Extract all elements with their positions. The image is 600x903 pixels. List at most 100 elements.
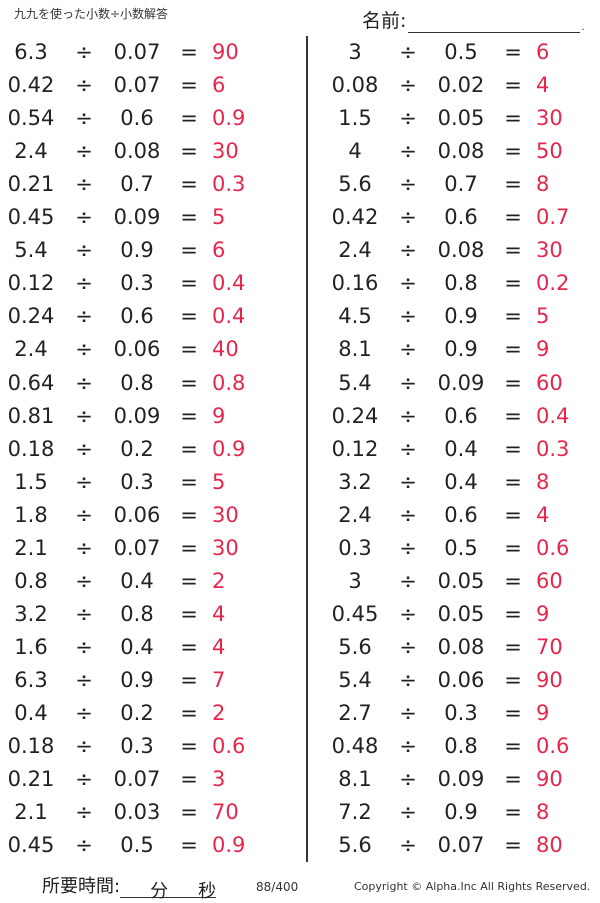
divisor: 0.07 [113, 767, 161, 792]
problem-row: 1.8 ÷ 0.06 = 30 [0, 499, 300, 532]
divisor: 0.05 [437, 568, 485, 593]
equals-sign: = [504, 436, 522, 461]
divisor: 0.05 [437, 106, 485, 131]
answer: 0.8 [212, 370, 246, 395]
divisor: 0.9 [444, 304, 478, 329]
problem-row: 8.1 ÷ 0.9 = 9 [320, 333, 600, 366]
dividend: 0.54 [7, 106, 55, 131]
answer: 0.3 [536, 436, 570, 461]
equals-sign: = [504, 568, 522, 593]
time-blank-line: 分秒 [120, 877, 217, 902]
answer: 80 [536, 833, 563, 858]
divisor: 0.05 [437, 601, 485, 626]
equals-sign: = [180, 701, 198, 725]
answer: 0.4 [212, 271, 246, 296]
answer: 2 [212, 568, 226, 593]
dividend: 1.6 [14, 634, 48, 659]
division-sign: ÷ [399, 40, 417, 64]
problem-row: 0.4 ÷ 0.2 = 2 [0, 697, 300, 730]
equals-sign: = [180, 601, 198, 626]
equals-sign: = [180, 337, 198, 362]
equals-sign: = [504, 601, 522, 626]
division-sign: ÷ [399, 734, 417, 759]
answer: 90 [536, 667, 563, 692]
divisor: 0.08 [437, 139, 485, 164]
dividend: 2.1 [14, 800, 48, 825]
dividend: 5.4 [14, 238, 48, 263]
dividend: 7.2 [338, 800, 372, 825]
division-sign: ÷ [75, 701, 93, 725]
divisor: 0.09 [437, 767, 485, 792]
equals-sign: = [504, 238, 522, 263]
problem-row: 2.4 ÷ 0.6 = 4 [320, 499, 600, 532]
problem-row: 0.21 ÷ 0.07 = 3 [0, 763, 300, 796]
equals-sign: = [504, 800, 522, 825]
divisor: 0.4 [120, 634, 154, 659]
dividend: 8.1 [338, 767, 372, 792]
equals-sign: = [504, 469, 522, 494]
division-sign: ÷ [399, 205, 417, 230]
division-sign: ÷ [399, 800, 417, 825]
equals-sign: = [504, 271, 522, 296]
problem-row: 6.3 ÷ 0.9 = 7 [0, 664, 300, 697]
dividend: 2.4 [338, 502, 372, 527]
division-sign: ÷ [75, 139, 93, 164]
time-label: 所要時間: [42, 876, 121, 897]
answer: 0.6 [212, 734, 246, 759]
divisor: 0.7 [120, 172, 154, 197]
dividend: 0.24 [331, 403, 379, 428]
problem-row: 2.4 ÷ 0.08 = 30 [0, 135, 300, 168]
division-sign: ÷ [75, 304, 93, 329]
division-sign: ÷ [399, 767, 417, 792]
division-sign: ÷ [75, 767, 93, 792]
problem-row: 7.2 ÷ 0.9 = 8 [320, 796, 600, 829]
dividend: 6.3 [14, 667, 48, 692]
division-sign: ÷ [399, 667, 417, 692]
divisor: 0.3 [120, 469, 154, 494]
divisor: 0.9 [444, 800, 478, 825]
equals-sign: = [180, 304, 198, 329]
dividend: 0.12 [331, 436, 379, 461]
dividend: 2.1 [14, 535, 48, 560]
right-problem-column: 3 ÷ 0.5 = 6 0.08 ÷ 0.02 = 4 1.5 ÷ 0.05 = 30 4 ÷ 0.08 = 50 5.… [320, 36, 600, 862]
answer: 60 [536, 568, 563, 593]
problem-row: 0.18 ÷ 0.3 = 0.6 [0, 730, 300, 763]
division-sign: ÷ [399, 436, 417, 461]
dividend: 0.42 [7, 73, 55, 98]
answer: 4 [212, 601, 226, 626]
name-blank-line [408, 10, 581, 33]
problem-row: 5.4 ÷ 0.06 = 90 [320, 664, 600, 697]
divisor: 0.09 [437, 370, 485, 395]
answer: 9 [536, 701, 550, 725]
dividend: 3 [348, 40, 362, 64]
equals-sign: = [180, 106, 198, 131]
equals-sign: = [180, 73, 198, 98]
answer: 30 [212, 535, 239, 560]
dividend: 0.42 [331, 205, 379, 230]
equals-sign: = [180, 403, 198, 428]
dividend: 5.4 [338, 667, 372, 692]
equals-sign: = [180, 238, 198, 263]
division-sign: ÷ [399, 634, 417, 659]
divisor: 0.5 [444, 535, 478, 560]
divisor: 0.9 [444, 337, 478, 362]
problem-row: 0.08 ÷ 0.02 = 4 [320, 69, 600, 102]
divisor: 0.9 [120, 667, 154, 692]
equals-sign: = [180, 370, 198, 395]
problem-row: 0.8 ÷ 0.4 = 2 [0, 565, 300, 598]
answer: 0.3 [212, 172, 246, 197]
divisor: 0.02 [437, 73, 485, 98]
answer: 0.2 [536, 271, 570, 296]
dividend: 4 [348, 139, 362, 164]
divisor: 0.6 [120, 106, 154, 131]
problem-row: 0.45 ÷ 0.09 = 5 [0, 201, 300, 234]
problem-row: 2.7 ÷ 0.3 = 9 [320, 697, 600, 730]
divisor: 0.4 [444, 469, 478, 494]
answer: 5 [536, 304, 550, 329]
dividend: 5.6 [338, 833, 372, 858]
divisor: 0.06 [113, 337, 161, 362]
divisor: 0.8 [120, 601, 154, 626]
problem-row: 1.5 ÷ 0.3 = 5 [0, 466, 300, 499]
divisor: 0.09 [113, 403, 161, 428]
division-sign: ÷ [75, 535, 93, 560]
